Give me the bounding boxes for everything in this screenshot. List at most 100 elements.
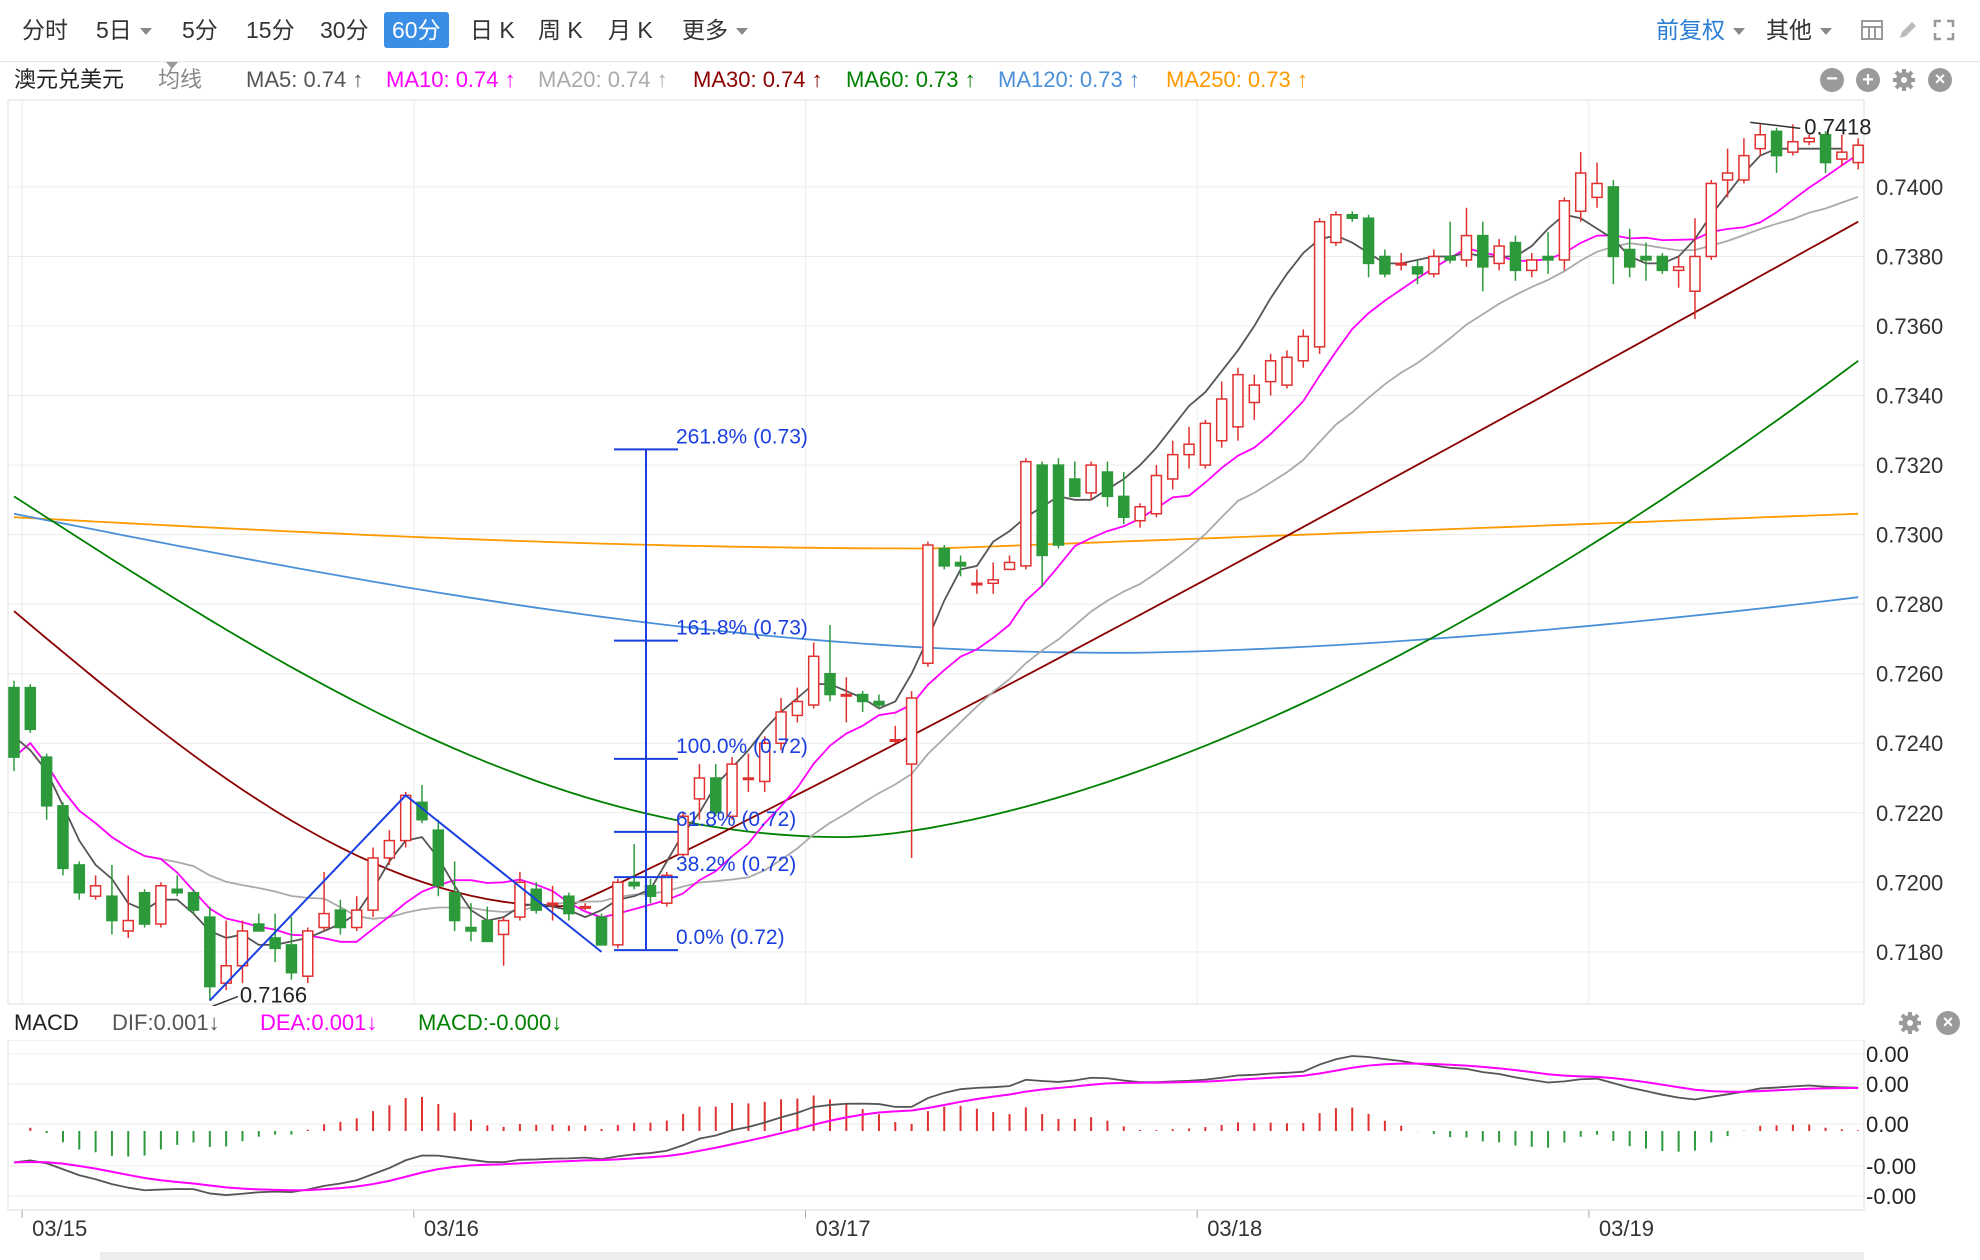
candle [677,812,689,858]
candle-up [1803,137,1815,143]
candle-down [416,801,428,821]
candle-up [1150,474,1163,515]
candle [791,687,804,723]
ma30-line [13,220,1859,908]
other-dropdown[interactable]: 其他 [1766,12,1832,48]
period-tab-30min[interactable]: 30分 [320,17,369,43]
fibonacci-level-label: 38.2% (0.72) [676,853,796,876]
candle-down [1477,234,1489,268]
candle [1395,252,1407,271]
minimize-icon[interactable]: − [1820,68,1844,92]
candlestick-chart[interactable]: 261.8% (0.73) 161.8% (0.73) 100.0% (0.72) 6… [0,98,1980,1006]
macd-settings-gear-icon[interactable] [1898,1011,1922,1035]
candle [1003,555,1016,571]
dif-line [13,1055,1859,1196]
period-tab-60min[interactable]: 60分 [384,12,449,48]
candle-up [89,885,102,897]
period-tab-5day[interactable]: 5日 [88,12,160,48]
close-icon[interactable]: × [1928,68,1952,92]
candle [204,906,216,1001]
candle-down [40,756,53,807]
period-more-dropdown[interactable]: 更多 [674,12,756,48]
candle-up [1003,561,1016,571]
macd-chart[interactable]: 0.00 0.00 0.00 -0.00 -0.00 03/15 03/16 03/17 03… [0,1040,1980,1260]
period-tab-5min[interactable]: 5分 [182,17,218,43]
candle [89,875,102,900]
candle-down [1118,495,1130,518]
candle [57,802,69,876]
price-tick-label: 0.7260 [1876,662,1943,687]
candle-up [1738,154,1750,181]
candle [383,830,396,865]
candle-up [1248,384,1261,404]
candle-down [334,909,347,929]
draw-pen-icon[interactable] [1896,18,1920,42]
period-tab-15min[interactable]: 15分 [246,17,295,43]
candle-up [905,697,918,765]
candle [334,899,347,935]
candle-up [693,777,706,800]
candle [73,861,86,900]
candle [1346,211,1358,222]
add-indicator-icon[interactable]: + [1856,68,1880,92]
price-tick-label: 0.7240 [1876,731,1943,756]
candle [1460,207,1473,267]
candle [742,753,755,792]
time-scrollbar[interactable] [100,1252,1864,1260]
candle-down [873,700,885,706]
chevron-down-icon [1820,28,1832,36]
candle [24,684,37,733]
price-tick-label: 0.7400 [1876,175,1943,200]
fullscreen-icon[interactable] [1932,18,1956,42]
candle-up [318,912,330,929]
candle [1738,138,1750,184]
period-toolbar: 分时 5日 5分 15分 30分 60分 日 K 周 K 月 K 更多 前复权 … [0,0,1980,62]
adjust-dropdown[interactable]: 前复权 [1656,12,1745,48]
macd-close-icon[interactable]: × [1936,1011,1960,1035]
period-tab-timeshare[interactable]: 分时 [22,17,68,43]
grid-layout-icon[interactable] [1860,18,1884,42]
candle-up [1183,443,1195,456]
candle-down [187,891,200,911]
fibonacci-level-label: 100.0% (0.72) [676,735,808,758]
period-tab-daily[interactable]: 日 K [470,17,515,43]
candle-down [8,686,20,758]
period-tab-monthly[interactable]: 月 K [608,17,653,43]
time-tick-label: 03/17 [816,1216,871,1241]
candle [187,889,200,914]
candle-up [758,742,771,783]
candle [1558,197,1571,271]
candle [1101,461,1114,507]
ma-type-label: 均线 [158,67,203,92]
period-tab-weekly[interactable]: 周 K [538,17,583,43]
candle-up [1721,172,1734,181]
candle [1166,440,1179,490]
candle-up [1264,360,1277,383]
candle-up [1705,182,1718,258]
fibonacci-level-label: 61.8% (0.72) [676,808,796,831]
candle-down [1101,471,1114,498]
candle-down [563,895,575,915]
candle-up [1085,464,1097,494]
candle-down [628,881,640,887]
candle [1297,329,1310,368]
candle [1787,124,1799,156]
legend-ma250: MA250: 0.73 ↑ [1166,67,1308,92]
candle [1836,134,1848,167]
candle [987,562,999,594]
candle-down [481,919,494,943]
candle-down [138,891,151,925]
chevron-down-icon [736,28,748,36]
candle [563,892,575,921]
candle-up [1574,172,1587,213]
ma20-line [13,195,1859,920]
candle [1134,503,1146,528]
candle-down [1640,255,1652,261]
candle-up [677,815,689,856]
candle-down [595,916,608,946]
candle-up [155,885,167,925]
settings-gear-icon[interactable] [1892,68,1916,92]
candle-up [791,700,804,717]
candle-up [987,579,999,585]
candle [1770,127,1783,174]
